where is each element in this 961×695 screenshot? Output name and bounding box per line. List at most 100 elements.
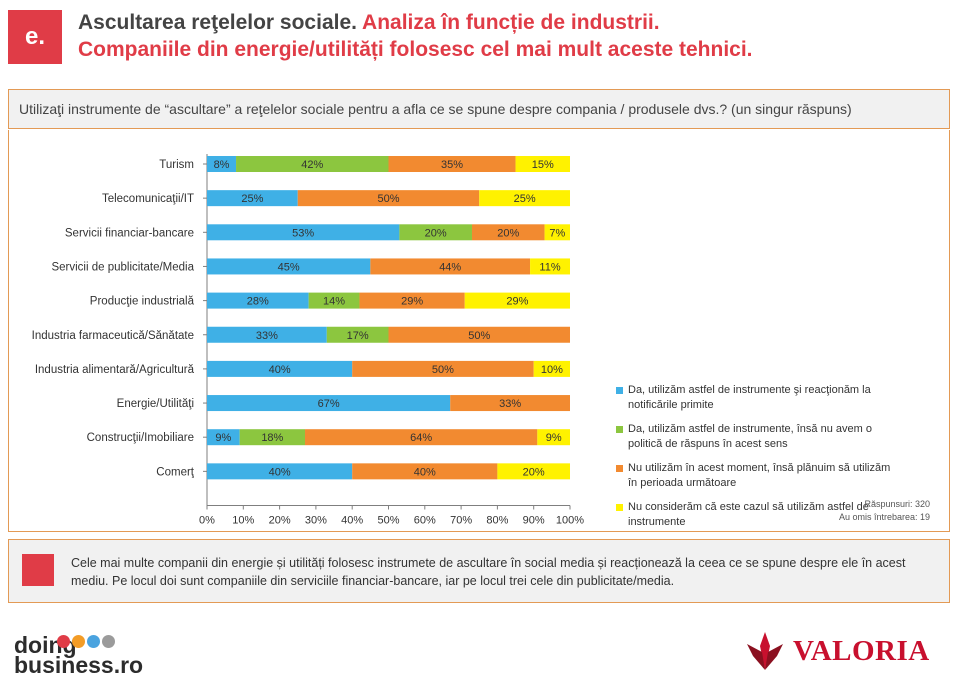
- legend-item-1: Da, utilizăm astfel de instrumente, însă…: [616, 422, 901, 452]
- data-label-9-0: 40%: [269, 466, 291, 478]
- bar-8-0: [207, 429, 240, 446]
- data-label-6-2: 50%: [432, 364, 454, 376]
- bar-3-0: [207, 258, 371, 275]
- bar-3-3: [530, 258, 570, 275]
- legend-item-0: Da, utilizăm astfel de instrumente şi re…: [616, 383, 901, 413]
- x-tick-label-2: 20%: [269, 515, 291, 527]
- valoria-logo: VALORIA: [745, 630, 930, 672]
- data-label-0-2: 35%: [441, 159, 463, 171]
- data-label-2-0: 53%: [292, 227, 314, 239]
- bar-4-1: [308, 292, 360, 309]
- legend-item-2: Nu utilizăm în acest moment, însă plănui…: [616, 461, 901, 491]
- category-label-5: Industria farmaceutică/Sănătate: [32, 330, 194, 342]
- title-red-line-1: Analiza în funcție de industrii.: [356, 11, 660, 34]
- data-label-8-0: 9%: [215, 432, 231, 444]
- data-label-8-2: 64%: [410, 432, 432, 444]
- bar-0-3: [515, 156, 570, 172]
- data-label-7-2: 33%: [499, 398, 521, 410]
- conclusion-text: Cele mai multe companii din energie și u…: [71, 556, 906, 588]
- bar-9-2: [352, 463, 498, 480]
- bar-4-2: [359, 292, 465, 309]
- bar-6-2: [352, 360, 534, 377]
- chart-legend: Da, utilizăm astfel de instrumente şi re…: [616, 383, 901, 539]
- data-label-4-0: 28%: [247, 296, 269, 308]
- data-label-7-0: 67%: [318, 398, 340, 410]
- question-box: Utilizaţi instrumente de “ascultare” a r…: [8, 89, 950, 129]
- logo-word-business: business.ro: [14, 652, 144, 678]
- bar-1-3: [479, 190, 570, 207]
- data-label-3-0: 45%: [278, 261, 300, 273]
- bar-5-0: [207, 326, 327, 343]
- bar-3-2: [370, 258, 531, 275]
- data-label-5-0: 33%: [256, 330, 278, 342]
- bar-1-2: [297, 190, 480, 207]
- logo-dot-0: [57, 635, 70, 648]
- data-label-5-2: 50%: [468, 330, 490, 342]
- x-tick-label-1: 10%: [232, 515, 254, 527]
- logo-dot-3: [102, 635, 115, 648]
- data-label-1-2: 50%: [377, 193, 399, 205]
- data-label-8-3: 9%: [546, 432, 562, 444]
- bar-7-0: [207, 395, 451, 412]
- bar-8-3: [537, 429, 570, 446]
- bar-2-3: [544, 224, 570, 241]
- page-title: Ascultarea reţelelor sociale. Analiza în…: [78, 9, 753, 63]
- chart-box: Turism 8% 42% 35% 15% Telecomunicaţii/IT 25% 50…: [8, 130, 950, 532]
- data-label-5-1: 17%: [347, 330, 369, 342]
- data-label-4-1: 14%: [323, 296, 345, 308]
- category-label-3: Servicii de publicitate/Media: [51, 261, 194, 273]
- category-label-6: Industria alimentară/Agricultură: [35, 364, 195, 376]
- legend-swatch-0: [616, 387, 623, 394]
- bar-9-3: [497, 463, 570, 480]
- legend-swatch-2: [616, 465, 623, 472]
- bar-6-3: [533, 360, 570, 377]
- category-label-2: Servicii financiar-bancare: [65, 227, 194, 239]
- x-tick-label-5: 50%: [377, 515, 399, 527]
- valoria-emblem-icon: [747, 632, 783, 670]
- legend-label-2: Nu utilizăm în acest moment, însă plănui…: [628, 462, 891, 489]
- x-tick-label-0: 0%: [199, 515, 215, 527]
- conclusion-box: Cele mai multe companii din energie și u…: [8, 539, 950, 603]
- legend-swatch-3: [616, 504, 623, 511]
- legend-label-3: Nu considerăm că este cazul să utilizăm …: [628, 501, 869, 528]
- legend-item-3: Nu considerăm că este cazul să utilizăm …: [616, 500, 901, 530]
- bar-4-3: [464, 292, 570, 309]
- x-tick-label-7: 70%: [450, 515, 472, 527]
- valoria-wordmark: VALORIA: [793, 634, 930, 667]
- bar-2-2: [471, 224, 545, 241]
- x-tick-label-3: 30%: [305, 515, 327, 527]
- data-label-9-3: 20%: [523, 466, 545, 478]
- bar-5-2: [388, 326, 570, 343]
- bar-8-2: [305, 429, 538, 446]
- bar-9-0: [207, 463, 353, 480]
- data-label-4-2: 29%: [401, 296, 423, 308]
- bar-6-0: [207, 360, 353, 377]
- question-text: Utilizaţi instrumente de “ascultare” a r…: [19, 101, 852, 117]
- title-dark: Ascultarea reţelelor sociale.: [78, 11, 357, 34]
- stacked-bar-chart: Turism 8% 42% 35% 15% Telecomunicaţii/IT 25% 50…: [32, 154, 584, 527]
- bar-2-1: [399, 224, 472, 241]
- logo-dot-2: [87, 635, 100, 648]
- data-label-2-1: 20%: [425, 227, 447, 239]
- category-label-0: Turism: [159, 159, 194, 171]
- category-label-4: Producţie industrială: [90, 296, 195, 308]
- x-tick-label-4: 40%: [341, 515, 363, 527]
- legend-label-0: Da, utilizăm astfel de instrumente şi re…: [628, 384, 871, 411]
- data-label-0-0: 8%: [214, 159, 230, 171]
- bar-5-1: [326, 326, 389, 343]
- data-label-2-3: 7%: [549, 227, 565, 239]
- bar-4-0: [207, 292, 309, 309]
- conclusion-marker: [22, 554, 54, 586]
- data-label-1-3: 25%: [514, 193, 536, 205]
- x-tick-label-6: 60%: [414, 515, 436, 527]
- section-badge: e.: [8, 10, 62, 64]
- data-label-4-3: 29%: [506, 296, 528, 308]
- logo-dot-1: [72, 635, 85, 648]
- data-label-3-2: 44%: [439, 261, 461, 273]
- title-red-line-2: Companiile din energie/utilități foloses…: [78, 38, 753, 61]
- bar-1-0: [207, 190, 298, 207]
- bar-0-2: [388, 156, 516, 172]
- responses-count: Răspunsuri: 320: [864, 499, 930, 509]
- bar-8-1: [239, 429, 306, 446]
- category-label-8: Construcţii/Imobiliare: [87, 432, 194, 444]
